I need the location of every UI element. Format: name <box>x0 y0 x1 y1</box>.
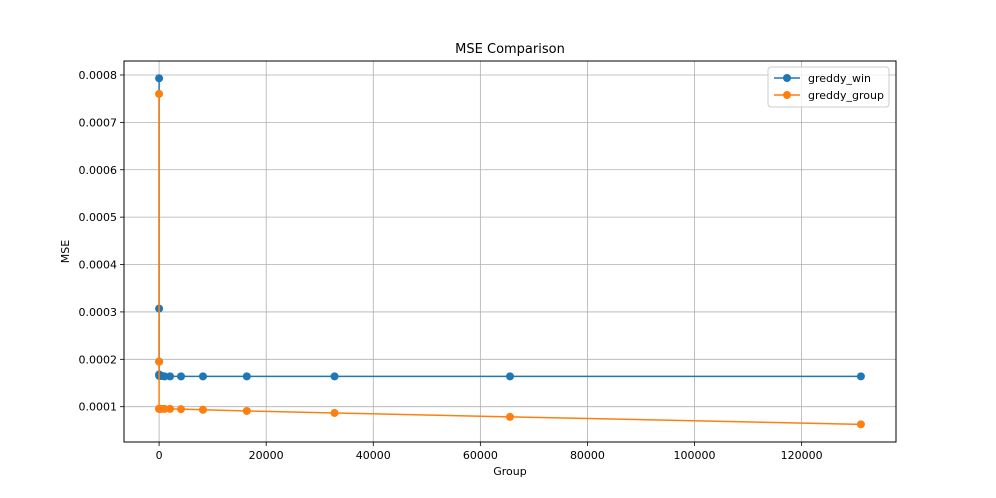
plot-frame <box>123 60 897 443</box>
data-point <box>198 372 207 381</box>
data-point <box>160 372 169 381</box>
data-point <box>856 372 865 381</box>
series-greddy_group <box>155 89 865 429</box>
data-point <box>155 357 164 366</box>
x-tick-label: 100000 <box>674 449 716 462</box>
series-layer <box>155 74 865 429</box>
y-tick-label: 0.0001 <box>79 401 118 414</box>
grid <box>124 61 896 442</box>
x-axis: 0 20000 40000 60000 80000 100000 120000 <box>156 442 823 462</box>
legend-marker <box>783 91 791 99</box>
legend: greddy_win greddy_group <box>767 66 890 108</box>
data-point <box>198 405 207 414</box>
x-tick-label: 20000 <box>249 449 284 462</box>
y-tick-label: 0.0007 <box>79 116 118 129</box>
data-point <box>177 372 186 381</box>
x-tick-label: 0 <box>156 449 163 462</box>
data-point <box>166 372 175 381</box>
y-tick-label: 0.0008 <box>79 69 118 82</box>
y-tick-label: 0.0006 <box>79 164 118 177</box>
x-tick-label: 40000 <box>356 449 391 462</box>
legend-marker <box>783 74 791 82</box>
data-point <box>155 89 164 98</box>
data-point <box>330 372 339 381</box>
y-tick-label: 0.0004 <box>79 259 118 272</box>
y-axis: 0.0001 0.0002 0.0003 0.0004 0.0005 0.0006 0.00… <box>79 69 124 414</box>
data-point <box>166 404 175 413</box>
x-tick-label: 80000 <box>570 449 605 462</box>
legend-box <box>767 66 890 108</box>
data-point <box>177 405 186 414</box>
data-point <box>242 372 251 381</box>
legend-label: greddy_win <box>808 72 871 85</box>
chart-title: MSE Comparison <box>455 42 565 57</box>
data-point <box>506 372 514 381</box>
data-point <box>330 408 339 417</box>
data-point <box>506 412 514 421</box>
series-greddy_win <box>155 74 865 381</box>
x-tick-label: 60000 <box>463 449 498 462</box>
data-point <box>242 406 251 415</box>
y-tick-label: 0.0005 <box>79 211 118 224</box>
x-tick-label: 120000 <box>781 449 823 462</box>
data-point <box>856 420 865 429</box>
series-line <box>158 78 861 378</box>
y-axis-label: MSE <box>59 240 72 263</box>
data-point <box>155 74 164 83</box>
y-tick-label: 0.0003 <box>79 306 118 319</box>
legend-label: greddy_group <box>808 89 884 102</box>
y-tick-label: 0.0002 <box>79 353 118 366</box>
x-axis-label: Group <box>493 465 527 478</box>
